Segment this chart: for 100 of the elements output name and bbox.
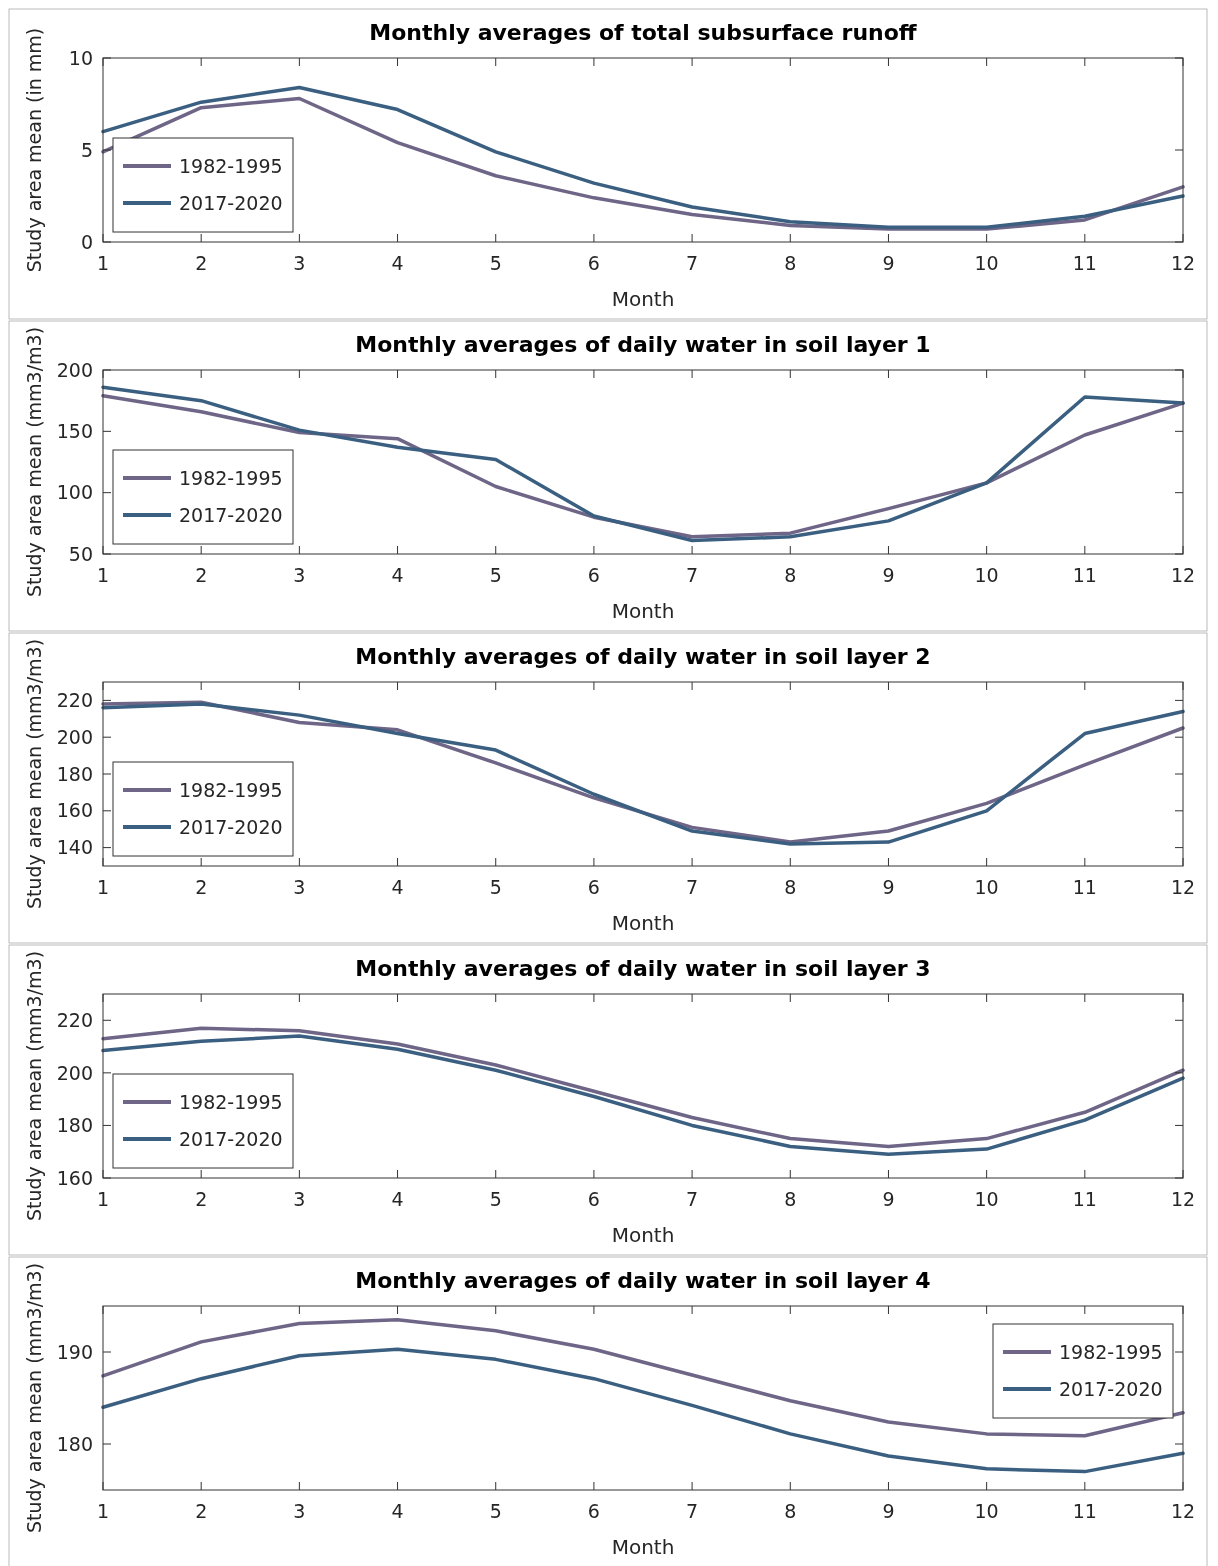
chart-title: Monthly averages of daily water in soil layer 1	[355, 332, 931, 357]
x-tick-label: 4	[391, 1188, 404, 1210]
x-axis-title: Month	[611, 1223, 675, 1247]
x-tick-label: 10	[974, 252, 999, 274]
y-tick-label: 180	[56, 762, 93, 785]
legend-label: 1982-1995	[179, 466, 283, 489]
x-tick-label: 12	[1170, 1500, 1196, 1522]
x-tick-label: 8	[784, 1188, 797, 1210]
y-axis-title: Study area mean (mm3/m3)	[23, 950, 45, 1222]
x-tick-label: 9	[882, 876, 895, 898]
x-tick-label: 7	[686, 564, 699, 586]
x-tick-label: 2	[195, 1188, 208, 1210]
x-axis-title: Month	[611, 911, 675, 935]
legend-label: 2017-2020	[179, 1127, 283, 1150]
legend-label: 2017-2020	[179, 815, 283, 838]
legend-label: 1982-1995	[179, 154, 283, 177]
chart-title: Monthly averages of daily water in soil layer 4	[355, 1268, 931, 1293]
x-tick-label: 3	[293, 252, 306, 274]
legend-label: 1982-1995	[179, 1090, 283, 1113]
x-tick-label: 12	[1170, 252, 1196, 274]
x-tick-label: 7	[686, 876, 699, 898]
y-tick-label: 190	[56, 1340, 93, 1363]
y-tick-label: 0	[80, 230, 93, 253]
y-tick-label: 5	[80, 138, 93, 161]
line-series	[101, 1347, 1185, 1474]
y-axis-title: Study area mean (mm3/m3)	[23, 326, 45, 598]
x-tick-label: 3	[293, 564, 306, 586]
x-tick-label: 6	[587, 252, 600, 274]
x-tick-label: 12	[1170, 1188, 1196, 1210]
y-tick-label: 200	[56, 358, 93, 381]
y-tick-label: 220	[56, 1008, 93, 1031]
x-tick-label: 12	[1170, 564, 1196, 586]
y-tick-label: 200	[56, 1061, 93, 1084]
x-tick-label: 9	[882, 1500, 895, 1522]
y-tick-label: 100	[56, 481, 93, 504]
x-tick-label: 7	[686, 1188, 699, 1210]
legend-label: 1982-1995	[1059, 1340, 1163, 1363]
x-tick-label: 2	[195, 876, 208, 898]
x-tick-label: 1	[96, 876, 110, 898]
x-tick-label: 1	[96, 564, 110, 586]
y-tick-label: 180	[56, 1114, 93, 1137]
x-tick-label: 4	[391, 564, 404, 586]
x-tick-label: 1	[96, 1188, 110, 1210]
x-tick-label: 5	[489, 1500, 502, 1522]
x-tick-label: 11	[1072, 252, 1097, 274]
y-tick-label: 140	[56, 836, 93, 859]
x-axis-title: Month	[611, 1535, 675, 1559]
x-tick-label: 5	[489, 1188, 502, 1210]
x-tick-label: 3	[293, 1188, 306, 1210]
x-tick-label: 9	[882, 564, 895, 586]
x-tick-label: 5	[489, 252, 502, 274]
x-tick-label: 3	[293, 876, 306, 898]
legend-label: 2017-2020	[179, 191, 283, 214]
chart-title: Monthly averages of daily water in soil layer 2	[355, 644, 931, 669]
x-tick-label: 12	[1170, 876, 1196, 898]
x-tick-label: 11	[1072, 564, 1097, 586]
legend-label: 2017-2020	[179, 503, 283, 526]
x-tick-label: 8	[784, 876, 797, 898]
x-tick-label: 1	[96, 1500, 110, 1522]
x-tick-label: 6	[587, 876, 600, 898]
x-tick-label: 2	[195, 1500, 208, 1522]
x-tick-label: 2	[195, 252, 208, 274]
x-axis-title: Month	[611, 287, 675, 311]
x-tick-label: 10	[974, 876, 999, 898]
x-tick-label: 9	[882, 252, 895, 274]
y-axis-title: Study area mean (mm3/m3)	[23, 1262, 45, 1534]
x-tick-label: 5	[489, 876, 502, 898]
x-tick-label: 11	[1072, 1500, 1097, 1522]
y-tick-label: 160	[56, 1166, 93, 1189]
x-tick-label: 1	[96, 252, 110, 274]
y-axis-title: Study area mean (in mm)	[23, 27, 45, 273]
x-tick-label: 10	[974, 564, 999, 586]
line-series	[101, 1318, 1185, 1438]
x-tick-label: 6	[587, 564, 600, 586]
x-tick-label: 11	[1072, 876, 1097, 898]
x-tick-label: 8	[784, 564, 797, 586]
y-tick-label: 150	[56, 419, 93, 442]
y-tick-label: 160	[56, 799, 93, 822]
x-tick-label: 4	[391, 1500, 404, 1522]
x-tick-label: 8	[784, 252, 797, 274]
x-tick-label: 6	[587, 1500, 600, 1522]
x-tick-label: 2	[195, 564, 208, 586]
x-tick-label: 6	[587, 1188, 600, 1210]
x-tick-label: 10	[974, 1188, 999, 1210]
x-tick-label: 11	[1072, 1188, 1097, 1210]
x-tick-label: 4	[391, 252, 404, 274]
x-tick-label: 4	[391, 876, 404, 898]
x-tick-label: 8	[784, 1500, 797, 1522]
legend-label: 1982-1995	[179, 778, 283, 801]
chart-title: Monthly averages of daily water in soil layer 3	[355, 956, 931, 981]
x-tick-label: 7	[686, 252, 699, 274]
y-tick-label: 180	[56, 1432, 93, 1455]
legend-label: 2017-2020	[1059, 1377, 1163, 1400]
x-tick-label: 3	[293, 1500, 306, 1522]
y-tick-label: 220	[56, 689, 93, 712]
chart-title: Monthly averages of total subsurface runoff	[369, 20, 918, 45]
x-tick-label: 7	[686, 1500, 699, 1522]
y-axis-title: Study area mean (mm3/m3)	[23, 638, 45, 910]
x-axis-title: Month	[611, 599, 675, 623]
x-tick-label: 9	[882, 1188, 895, 1210]
